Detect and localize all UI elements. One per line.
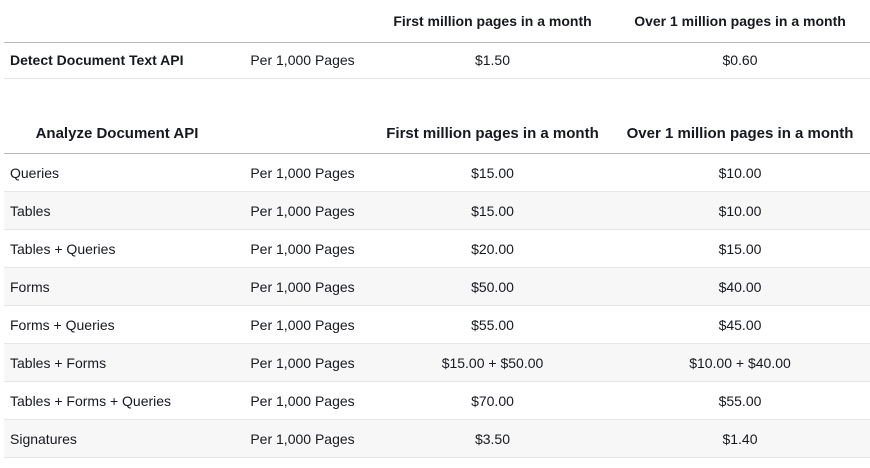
price-over-million: $0.60 [722,52,758,68]
detect-table-header-row: First million pages in a month Over 1 mi… [4,0,870,42]
price-first-million: $20.00 [471,240,514,257]
table-row-tables: Tables Per 1,000 Pages $15.00 $10.00 [4,191,870,230]
table-row-signatures: Signatures Per 1,000 Pages $3.50 $1.40 [4,419,870,458]
analyze-header-title: Analyze Document API [35,125,199,143]
unit-cell: Per 1,000 Pages [250,164,355,181]
feature-name: Tables + Queries [10,240,116,257]
feature-name: Detect Document Text API [10,52,184,68]
price-over-million: $40.00 [718,278,762,295]
analyze-header-empty-unit [230,115,375,154]
analyze-document-pricing-table: Analyze Document API First million pages… [4,115,870,459]
price-over-million: $15.00 [718,240,762,257]
price-over-million: $10.00 [718,202,762,219]
detect-header-empty-unit [230,0,375,42]
unit-cell: Per 1,000 Pages [250,52,355,68]
feature-name: Signatures [10,430,77,447]
table-row-tables-forms-queries: Tables + Forms + Queries Per 1,000 Pages… [4,382,870,420]
unit-cell: Per 1,000 Pages [250,240,355,257]
analyze-header-over-million: Over 1 million pages in a month [626,125,854,143]
unit-cell: Per 1,000 Pages [250,430,355,447]
detect-header-empty-feature [4,0,230,42]
price-over-million: $10.00 [718,164,762,181]
price-first-million: $50.00 [471,278,514,295]
feature-name: Tables + Forms [10,354,107,371]
price-over-million: $55.00 [718,392,762,409]
unit-cell: Per 1,000 Pages [250,354,355,371]
analyze-table-header-row: Analyze Document API First million pages… [4,115,870,154]
price-over-million: $45.00 [718,316,762,333]
price-first-million: $15.00 [471,164,514,181]
detect-header-over-million: Over 1 million pages in a month [634,12,846,29]
feature-name: Tables + Forms + Queries [10,392,172,409]
table-row-forms-queries: Forms + Queries Per 1,000 Pages $55.00 $… [4,306,870,344]
price-first-million: $1.50 [474,52,511,68]
analyze-header-first-million: First million pages in a month [386,125,599,143]
feature-name: Tables [10,202,51,219]
unit-cell: Per 1,000 Pages [250,392,355,409]
table-row-forms: Forms Per 1,000 Pages $50.00 $40.00 [4,267,870,306]
unit-cell: Per 1,000 Pages [250,316,355,333]
price-first-million: $55.00 [471,316,514,333]
detect-header-first-million: First million pages in a month [393,12,592,29]
price-first-million: $3.50 [474,430,511,447]
unit-cell: Per 1,000 Pages [250,202,355,219]
table-row-tables-forms: Tables + Forms Per 1,000 Pages $15.00 + … [4,343,870,382]
table-row-detect-document-text: Detect Document Text API Per 1,000 Pages… [4,42,870,78]
price-first-million: $15.00 + $50.00 [441,354,544,371]
price-first-million: $70.00 [471,392,514,409]
table-row-tables-queries: Tables + Queries Per 1,000 Pages $20.00 … [4,230,870,268]
feature-name: Queries [10,164,60,181]
unit-cell: Per 1,000 Pages [250,278,355,295]
detect-document-text-pricing-table: First million pages in a month Over 1 mi… [4,0,870,79]
table-row-queries: Queries Per 1,000 Pages $15.00 $10.00 [4,154,870,192]
price-over-million: $10.00 + $40.00 [689,354,791,371]
price-over-million: $1.40 [722,430,758,447]
feature-name: Forms + Queries [10,316,115,333]
feature-name: Forms [10,278,50,295]
price-first-million: $15.00 [471,202,514,219]
pricing-tables-section: First million pages in a month Over 1 mi… [4,0,870,459]
